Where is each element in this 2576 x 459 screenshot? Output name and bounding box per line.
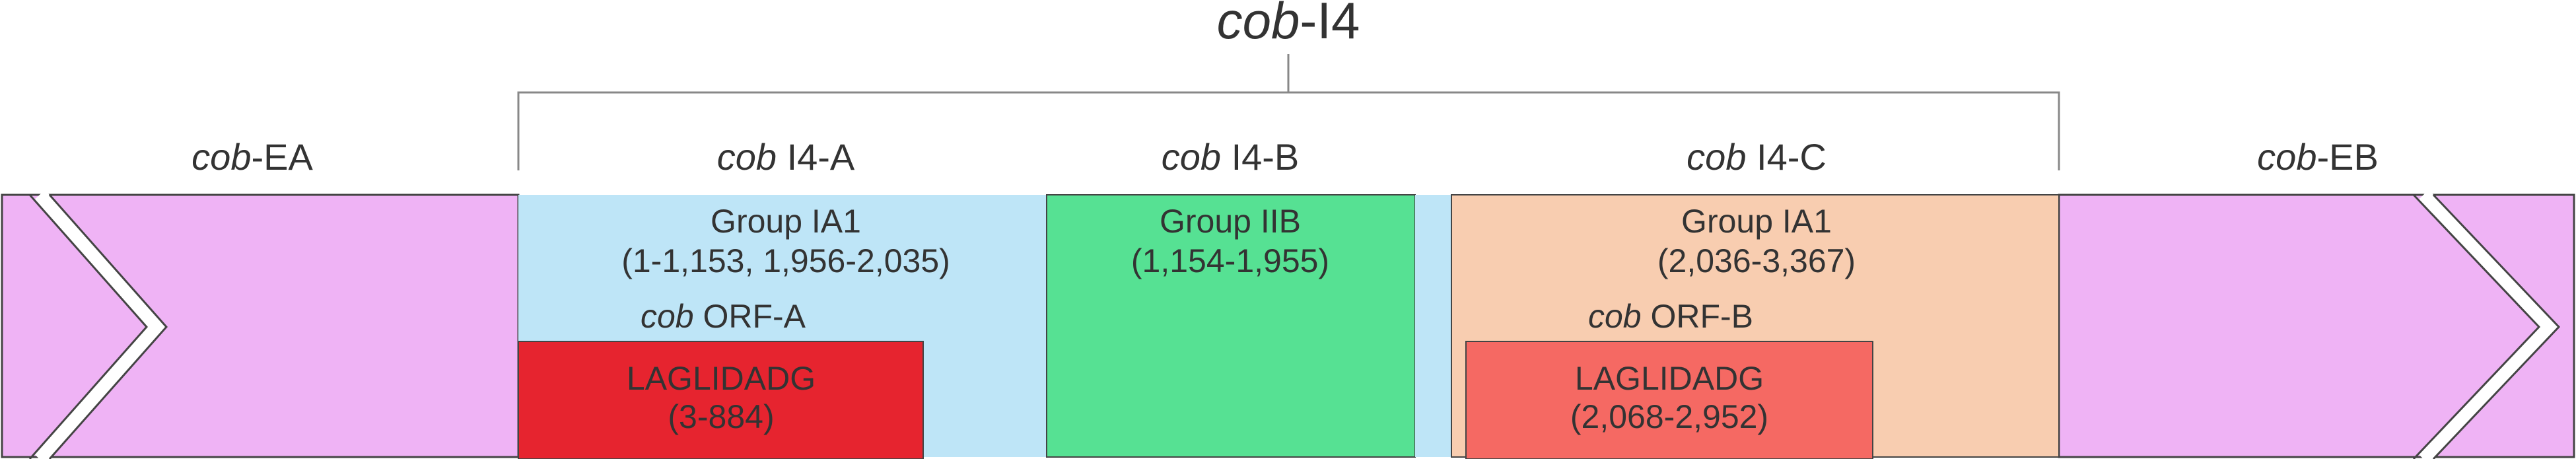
laglidadg-a-range: (3-884): [668, 398, 774, 435]
laglidadg-b-name: LAGLIDADG: [1575, 360, 1764, 397]
exon-ea-chevron-white: [34, 190, 167, 459]
subunit-c-label: cob I4-C: [1687, 136, 1827, 178]
exon-ea-label: cob-EA: [191, 136, 313, 178]
exon-ea-chevron-outline-outer: [28, 194, 149, 459]
exon-eb-box: [2058, 194, 2575, 458]
group-iib-block: [1046, 194, 1416, 458]
subunit-b-label: cob I4-B: [1162, 136, 1300, 178]
exon-ea-chevron-outline-inner: [48, 194, 168, 459]
group-ia1-a-tail-block: [1415, 195, 1451, 457]
group-a-name: Group IA1: [711, 203, 861, 240]
subunit-a-label: cob I4-A: [717, 136, 855, 178]
intron-title: cob-I4: [1217, 0, 1360, 50]
laglidadg-b-range: (2,068-2,952): [1570, 398, 1768, 435]
group-b-range: (1,154-1,955): [1131, 242, 1329, 279]
laglidadg-b-box: [1465, 341, 1873, 459]
exon-eb-chevron-white: [2418, 190, 2559, 459]
laglidadg-a-name: LAGLIDADG: [627, 360, 816, 397]
orf-b-label: cob ORF-B: [1588, 298, 1753, 335]
group-a-range: (1-1,153, 1,956-2,035): [621, 242, 950, 279]
exon-eb-label: cob-EB: [2257, 136, 2379, 178]
group-c-range: (2,036-3,367): [1657, 242, 1856, 279]
group-b-name: Group IIB: [1160, 203, 1301, 240]
orf-a-label: cob ORF-A: [641, 298, 806, 335]
laglidadg-a-box: [518, 341, 924, 459]
exon-eb-chevron-outline-inner: [2432, 194, 2561, 459]
group-c-name: Group IA1: [1681, 203, 1832, 240]
exon-eb-chevron-outline-outer: [2412, 194, 2541, 459]
